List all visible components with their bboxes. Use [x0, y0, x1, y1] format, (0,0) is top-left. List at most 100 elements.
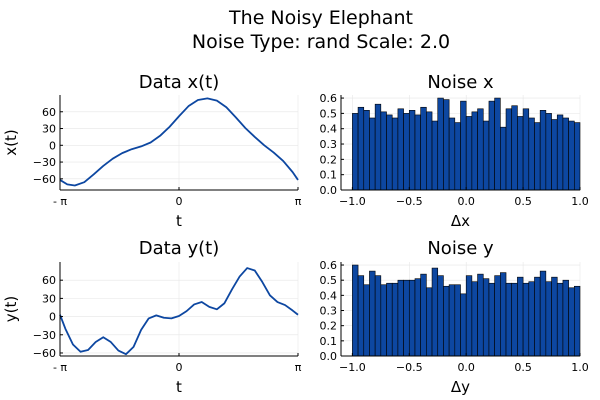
y-tick-label: 0.1: [320, 335, 338, 348]
panel-title: Noise y: [427, 238, 494, 259]
x-axis-label: Δy: [451, 378, 470, 396]
histogram-bar: [420, 273, 427, 357]
panel-noise-x: −1.0 −0.5 0.0 0.5 1.0 0.0 0.1 0.2 0.3 0.4 0.5 0.6 No…: [320, 72, 589, 230]
histogram-bar: [539, 270, 547, 357]
histogram-bar: [511, 105, 518, 191]
figure-title-line1: The Noisy Elephant: [228, 7, 413, 29]
series-line: [59, 267, 299, 356]
y-tick-label: 0.2: [320, 320, 338, 333]
y-tick-label: 60: [42, 274, 56, 287]
y-tick-label: 0.4: [320, 123, 338, 136]
histogram-bar: [494, 275, 501, 357]
histogram-bar: [352, 264, 359, 357]
panel-title: Data y(t): [139, 238, 219, 259]
y-tick-label: 0.2: [320, 153, 338, 166]
x-axis-label: t: [176, 212, 182, 230]
x-tick-label: - π: [53, 361, 67, 374]
x-tick-label: 1.0: [571, 361, 589, 374]
y-tick-label: 0.0: [320, 184, 338, 197]
histogram-bar: [534, 122, 541, 191]
panel-noise-y: −1.0 −0.5 0.0 0.5 1.0 0.0 0.1 0.2 0.3 0.4 0.5 0.6 No…: [320, 238, 589, 396]
histogram-bar: [551, 276, 558, 357]
histogram-bar: [551, 119, 558, 191]
histogram-bar: [562, 279, 569, 357]
y-tick-label: 0.0: [320, 350, 338, 363]
histogram-bar: [397, 279, 404, 357]
histogram-bar: [545, 113, 552, 191]
histogram-bar: [528, 281, 535, 357]
x-tick-label: −1.0: [339, 195, 366, 208]
histogram-bar: [534, 276, 541, 357]
histogram-bar: [369, 117, 376, 191]
histogram-bar: [465, 275, 473, 357]
histogram-bar: [448, 117, 456, 191]
y-tick-label: 0.6: [320, 92, 338, 105]
panel-data-x: - π 0 π 60 30 0 −30 −60 Data x(t) t x(t): [2, 72, 302, 230]
y-tick-label: 60: [42, 106, 56, 119]
x-tick-label: 0.5: [514, 361, 532, 374]
histogram-bar: [431, 120, 439, 191]
y-tick-label: −30: [33, 156, 56, 169]
x-tick-label: −0.5: [396, 361, 423, 374]
histogram-bar: [505, 108, 513, 191]
x-tick-label: 0.0: [457, 361, 475, 374]
histogram-bar: [374, 275, 382, 357]
y-tick-label: 0.5: [320, 107, 338, 120]
x-tick-label: - π: [53, 195, 67, 208]
histogram-bar: [528, 117, 535, 191]
x-tick-label: 0.0: [457, 195, 475, 208]
histogram-bar: [556, 114, 564, 191]
histogram-bar: [482, 278, 490, 357]
x-axis-label: Δx: [451, 212, 470, 230]
histogram-bar: [403, 113, 410, 191]
y-tick-label: 30: [42, 292, 56, 305]
histogram-bar: [431, 267, 439, 357]
histogram-bar: [545, 281, 552, 357]
histogram-bar: [426, 111, 433, 191]
y-tick-label: 0.5: [320, 274, 338, 287]
histogram-bar: [448, 284, 456, 357]
x-tick-label: 0: [176, 195, 183, 208]
y-tick-label: −30: [33, 329, 56, 342]
y-tick-label: 0: [49, 139, 56, 152]
histogram-bar: [386, 282, 393, 357]
histogram-bar: [471, 111, 478, 191]
histogram-bar: [363, 110, 370, 191]
histogram-bar: [471, 281, 478, 357]
histogram-bar: [517, 116, 524, 191]
panel-title: Data x(t): [139, 72, 219, 93]
y-tick-label: 0: [49, 311, 56, 324]
histogram-bar: [562, 117, 569, 191]
panel-data-y: - π 0 π 60 30 0 −30 −60 Data y(t) t y(t): [2, 238, 302, 396]
histogram-bar: [482, 120, 490, 191]
histogram-bar: [511, 282, 518, 357]
y-tick-label: 0.3: [320, 305, 338, 318]
histogram-bar: [391, 117, 399, 191]
y-tick-label: 0.3: [320, 138, 338, 151]
histogram-bar: [500, 126, 507, 191]
x-tick-label: −1.0: [339, 361, 366, 374]
histogram-bar: [414, 278, 421, 357]
histogram-bar: [386, 114, 393, 191]
histogram-bar: [460, 293, 467, 357]
histogram-bar: [391, 282, 399, 357]
histogram-bar: [374, 103, 382, 191]
x-axis-label: t: [176, 378, 182, 396]
y-tick-label: −60: [33, 173, 56, 186]
histogram-bar: [574, 122, 581, 191]
histogram-bar: [539, 110, 547, 191]
y-axis-label: x(t): [2, 129, 20, 155]
histogram-bar: [414, 114, 421, 191]
histogram-bar: [408, 279, 416, 357]
histogram-bar: [403, 279, 410, 357]
histogram-bar: [380, 284, 387, 357]
histogram-bar: [380, 111, 387, 191]
histogram-bar: [454, 284, 461, 357]
x-tick-label: π: [295, 361, 302, 374]
histogram-bar: [494, 97, 501, 191]
x-tick-label: 1.0: [571, 195, 589, 208]
histogram-bar: [517, 276, 524, 357]
histogram-bar: [522, 282, 530, 357]
histogram-bar: [522, 108, 530, 191]
